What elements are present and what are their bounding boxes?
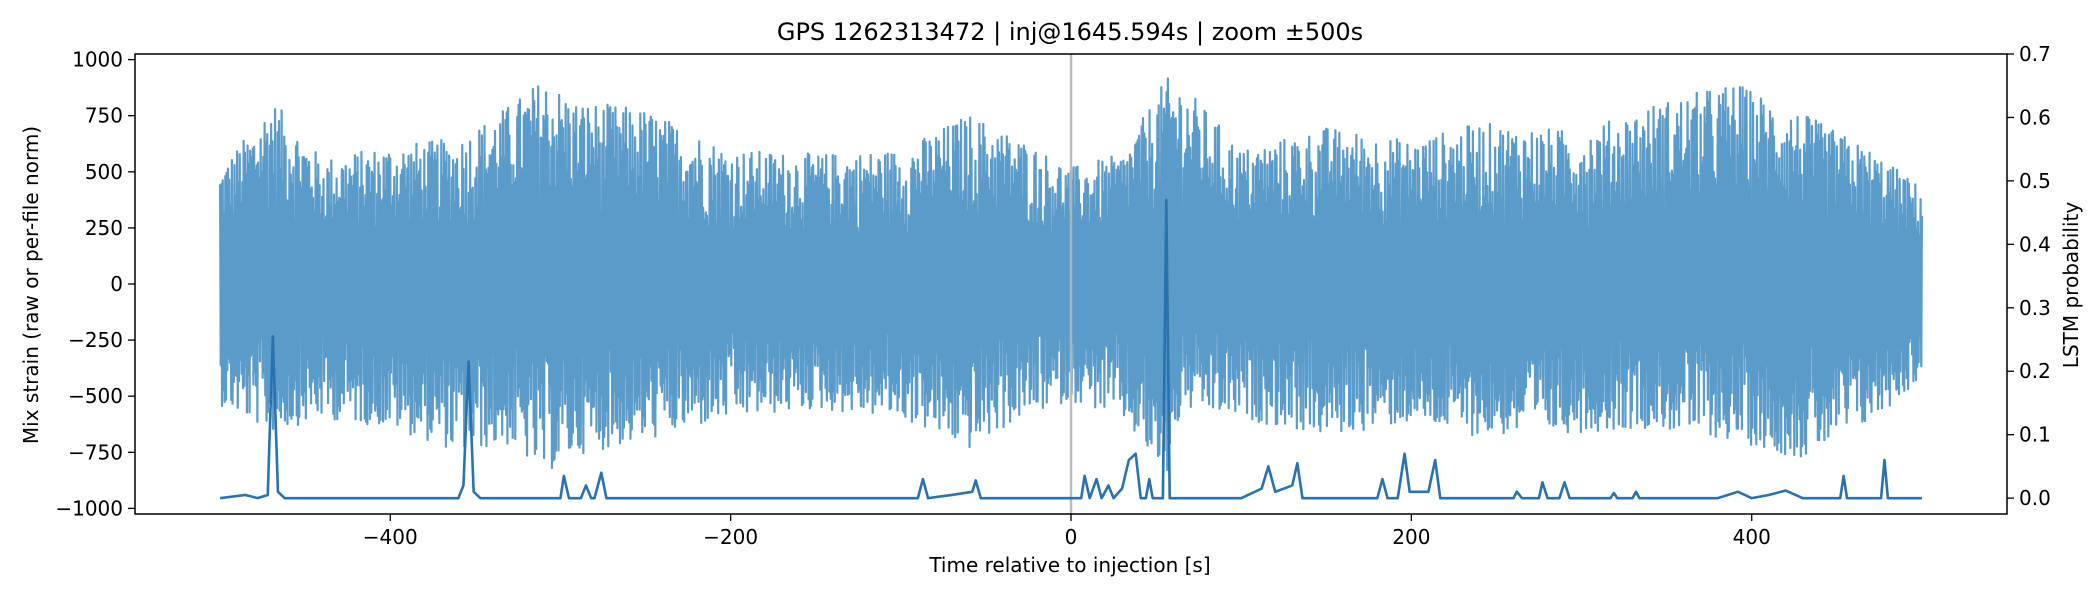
x-tick-label: −400 — [363, 525, 418, 549]
y-right-tick-label: 0.3 — [2019, 296, 2051, 320]
plot-frame — [134, 53, 2008, 515]
x-tick-label: 200 — [1392, 525, 1430, 549]
x-tick-label: 0 — [1065, 525, 1078, 549]
y-axis-right-label: LSTM probability — [2059, 202, 2083, 369]
y-right-tick-label: 0.1 — [2019, 423, 2051, 447]
y-left-tick-label: 1000 — [72, 48, 123, 72]
y-right-tick-label: 0.0 — [2019, 486, 2051, 510]
y-left-tick-label: −500 — [68, 384, 123, 408]
x-tick-label: −200 — [703, 525, 758, 549]
y-right-tick-label: 0.5 — [2019, 169, 2051, 193]
y-left-tick-label: −250 — [68, 328, 123, 352]
y-left-tick-label: 750 — [85, 104, 123, 128]
y-left-tick-label: 500 — [85, 160, 123, 184]
x-axis-label: Time relative to injection [s] — [928, 553, 1210, 577]
y-left-tick-label: 0 — [110, 272, 123, 296]
y-axis-left-label: Mix strain (raw or per-file norm) — [19, 126, 43, 444]
y-left-tick-label: −750 — [68, 440, 123, 464]
probability-series — [219, 198, 1922, 500]
y-right-tick-label: 0.7 — [2019, 42, 2051, 66]
y-right-tick-label: 0.2 — [2019, 359, 2051, 383]
x-tick-label: 400 — [1733, 525, 1771, 549]
chart-title: GPS 1262313472 | inj@1645.594s | zoom ±5… — [777, 18, 1363, 46]
y-right-tick-label: 0.4 — [2019, 232, 2051, 256]
y-right-tick-label: 0.6 — [2019, 105, 2051, 129]
y-left-tick-label: −1000 — [55, 496, 123, 520]
y-left-tick-label: 250 — [85, 216, 123, 240]
plot-area — [218, 54, 1924, 514]
